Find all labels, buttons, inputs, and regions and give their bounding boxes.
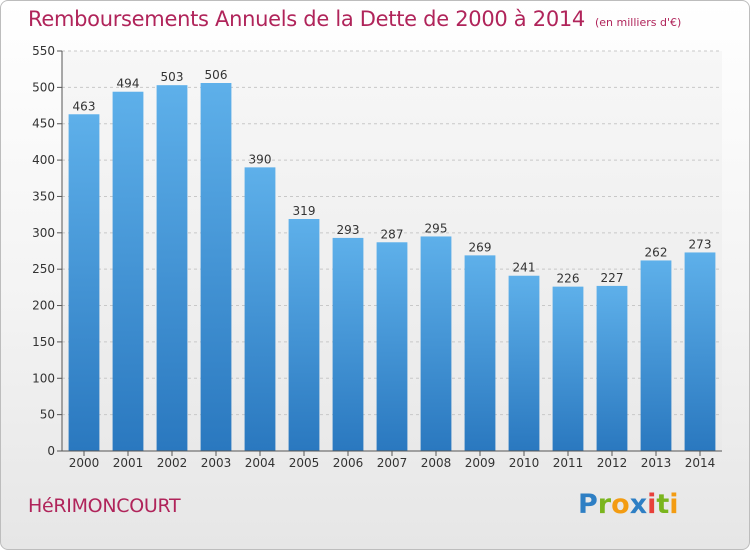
x-tick-label: 2010: [509, 456, 540, 470]
bar-2010: [508, 275, 540, 451]
y-tick-label: 200: [32, 299, 55, 313]
bar-2011: [552, 286, 584, 451]
bar-2006: [332, 237, 364, 451]
bar-2008: [420, 236, 452, 451]
logo-letter: i: [647, 489, 657, 520]
y-tick-label: 350: [32, 189, 55, 203]
bar-value-label: 390: [249, 152, 272, 166]
bar-value-label: 287: [381, 227, 404, 241]
y-tick-label: 500: [32, 80, 55, 94]
y-tick-label: 50: [40, 408, 55, 422]
bar-value-label: 227: [601, 271, 624, 285]
bar-2013: [640, 260, 672, 451]
x-tick-label: 2007: [377, 456, 408, 470]
y-tick-label: 0: [47, 444, 55, 458]
x-tick-label: 2008: [421, 456, 452, 470]
y-tick-label: 300: [32, 226, 55, 240]
x-tick-label: 2001: [113, 456, 144, 470]
bar-value-label: 506: [205, 68, 228, 82]
axes: 0 50 100 150 200 250 300 350 400 450 500 550 2000 200…: [32, 44, 722, 470]
bar-2004: [244, 167, 276, 451]
y-tick-label: 150: [32, 335, 55, 349]
x-tick-label: 2004: [245, 456, 276, 470]
logo-letter: x: [629, 489, 648, 520]
y-tick-label: 450: [32, 117, 55, 131]
y-tick-label: 100: [32, 371, 55, 385]
x-tick-label: 2009: [465, 456, 496, 470]
bar-2002: [156, 85, 188, 451]
bar-2007: [376, 242, 408, 451]
bar-2005: [288, 219, 320, 451]
x-tick-label: 2003: [201, 456, 232, 470]
bar-value-label: 494: [117, 77, 140, 91]
chart-title: Remboursements Annuels de la Dette de 20…: [28, 7, 681, 31]
bar-2009: [464, 255, 496, 451]
y-tick-label: 400: [32, 153, 55, 167]
x-tick-label: 2013: [641, 456, 672, 470]
bar-value-label: 241: [513, 261, 536, 275]
bar-2012: [596, 285, 628, 451]
bar-value-label: 319: [293, 204, 316, 218]
logo-letter: o: [611, 489, 630, 520]
bar-value-label: 273: [689, 237, 712, 251]
bar-2003: [200, 83, 232, 451]
bar-value-label: 503: [161, 70, 184, 84]
bar-2014: [684, 252, 716, 451]
x-tick-label: 2012: [597, 456, 628, 470]
bar-value-label: 293: [337, 223, 360, 237]
logo-letter: r: [597, 489, 612, 520]
logo-letter: P: [578, 489, 598, 520]
logo-letter: i: [669, 489, 679, 520]
bar-value-label: 262: [645, 245, 668, 259]
logo-letter: t: [656, 489, 670, 520]
x-tick-label: 2005: [289, 456, 320, 470]
bars: 463 494 503 506 390 319 293 287 295 269 241 226 227 2…: [68, 68, 716, 452]
x-tick-label: 2002: [157, 456, 188, 470]
bar-value-label: 269: [469, 240, 492, 254]
y-tick-label: 250: [32, 262, 55, 276]
proxiti-logo: Proxiti: [578, 489, 679, 520]
bar-value-label: 463: [73, 99, 96, 113]
bar-value-label: 295: [425, 221, 448, 235]
unit-note: (en milliers d'€): [595, 16, 682, 29]
bar-2001: [112, 91, 144, 452]
y-tick-label: 550: [32, 44, 55, 58]
city-name: HéRIMONCOURT: [28, 495, 181, 517]
x-tick-label: 2006: [333, 456, 364, 470]
x-tick-label: 2011: [553, 456, 584, 470]
x-tick-label: 2000: [69, 456, 100, 470]
x-tick-label: 2014: [685, 456, 716, 470]
chart-title-text: Remboursements Annuels de la Dette de 20…: [28, 7, 585, 31]
bar-value-label: 226: [557, 272, 580, 286]
bar-2000: [68, 114, 100, 451]
